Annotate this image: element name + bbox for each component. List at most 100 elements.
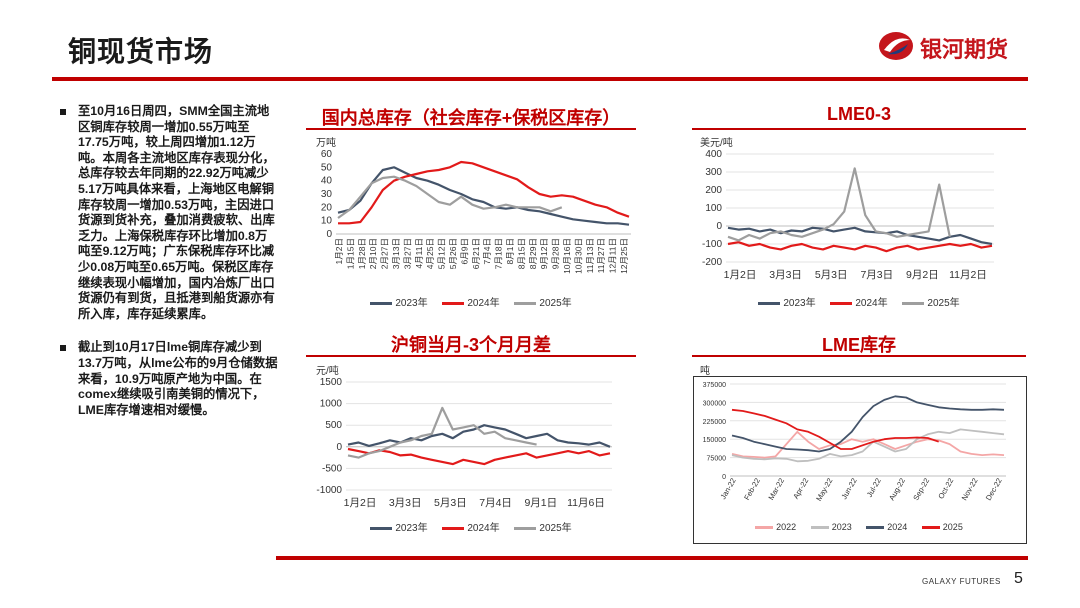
legend-item-2025: 2025年 bbox=[514, 294, 572, 309]
series-line-2025年 bbox=[347, 406, 537, 459]
page-number: 5 bbox=[1014, 570, 1023, 587]
y-tick-label: 60 bbox=[321, 149, 333, 160]
legend-swatch bbox=[830, 301, 853, 305]
galaxy-logo-icon bbox=[879, 32, 913, 60]
x-tick-label: 4月11日 bbox=[414, 238, 424, 269]
series-line-2025年 bbox=[727, 167, 951, 242]
x-tick-label: 4月25日 bbox=[425, 238, 435, 269]
y-tick-label: 100 bbox=[705, 203, 722, 214]
x-tick-label: 1月28日 bbox=[357, 238, 367, 269]
x-tick-label: 1月2日 bbox=[724, 269, 757, 281]
series-line-2023 bbox=[731, 428, 1005, 463]
x-tick-label: 6月9日 bbox=[459, 238, 469, 264]
legend-item-2025: 2025 bbox=[921, 522, 963, 532]
x-tick-label: 10月30日 bbox=[573, 238, 583, 274]
x-tick-label: 7月4日 bbox=[482, 238, 492, 264]
x-tick-label: 11月6日 bbox=[567, 497, 605, 509]
bullet-item: 截止到10月17日lme铜库存减少到13.7万吨，从lme公布的9月仓储数据来看… bbox=[56, 340, 278, 418]
x-tick-label: 7月18日 bbox=[494, 238, 504, 269]
chart-legend: 2023年 2024年 2025年 bbox=[306, 519, 636, 534]
x-tick-label: 8月1日 bbox=[505, 238, 515, 264]
x-tick-label: Sep-22 bbox=[911, 477, 931, 502]
legend-swatch bbox=[810, 526, 829, 530]
y-tick-label: 200 bbox=[705, 185, 722, 196]
y-tick-label: 1500 bbox=[320, 377, 343, 388]
x-tick-label: 10月16日 bbox=[562, 238, 572, 274]
chart-title-domestic-inventory: 国内总库存（社会库存+保税区库存） bbox=[321, 108, 621, 128]
x-tick-label: 9月1日 bbox=[524, 497, 557, 509]
chart-title-underline bbox=[692, 355, 1026, 357]
x-tick-label: Mar-22 bbox=[766, 477, 786, 502]
y-tick-label: 500 bbox=[325, 420, 342, 431]
x-tick-label: 2月27日 bbox=[380, 238, 390, 269]
legend-item-2023: 2023年 bbox=[370, 294, 428, 309]
chart-legend: 2023年 2024年 2025年 bbox=[306, 294, 636, 309]
chart-unit: 美元/吨 bbox=[700, 138, 733, 149]
y-tick-label: 0 bbox=[716, 221, 722, 232]
legend-label: 2025年 bbox=[539, 298, 572, 309]
series-line-2024年 bbox=[347, 447, 611, 466]
x-tick-label: 1月2日 bbox=[344, 497, 377, 509]
legend-swatch bbox=[902, 301, 925, 305]
y-tick-label: 10 bbox=[321, 216, 333, 227]
chart-title-underline bbox=[306, 355, 636, 357]
legend-label: 2025年 bbox=[927, 298, 960, 309]
x-tick-label: Aug-22 bbox=[887, 477, 907, 502]
x-tick-label: 5月26日 bbox=[448, 238, 458, 269]
series-line-2024年 bbox=[338, 160, 630, 225]
y-tick-label: 0 bbox=[326, 229, 332, 240]
series-line-2022 bbox=[731, 430, 1005, 459]
legend-label: 2024年 bbox=[467, 298, 500, 309]
legend-item-2023: 2023年 bbox=[370, 519, 428, 534]
legend-label: 2024 bbox=[887, 522, 908, 532]
legend-swatch bbox=[442, 301, 465, 305]
x-tick-label: 9月2日 bbox=[906, 269, 939, 281]
bullet-text: 截止到10月17日lme铜库存减少到13.7万吨，从lme公布的9月仓储数据来看… bbox=[78, 340, 278, 417]
y-tick-label: -200 bbox=[702, 257, 722, 268]
legend-label: 2024年 bbox=[855, 298, 888, 309]
legend-item-2024: 2024年 bbox=[442, 294, 500, 309]
x-tick-label: 8月15日 bbox=[516, 238, 526, 269]
legend-swatch bbox=[514, 526, 537, 530]
commentary: 至10月16日周四，SMM全国主流地区铜库存较周一增加0.55万吨至17.75万… bbox=[56, 104, 278, 436]
chart-title-underline bbox=[306, 128, 636, 130]
y-tick-label: 225000 bbox=[703, 419, 726, 426]
y-tick-label: 30 bbox=[321, 189, 333, 200]
bullet-item: 至10月16日周四，SMM全国主流地区铜库存较周一增加0.55万吨至17.75万… bbox=[56, 104, 278, 322]
x-tick-label: Dec-22 bbox=[984, 477, 1004, 502]
y-tick-label: 150000 bbox=[703, 437, 726, 444]
chart-legend: 2023年 2024年 2025年 bbox=[692, 294, 1026, 309]
legend-swatch bbox=[866, 526, 885, 530]
legend-label: 2025 bbox=[942, 522, 963, 532]
x-tick-label: 3月27日 bbox=[402, 238, 412, 269]
legend-swatch bbox=[755, 526, 774, 530]
legend-item-2024: 2024年 bbox=[830, 294, 888, 309]
legend-item-2022: 2022 bbox=[755, 522, 796, 532]
y-tick-label: 0 bbox=[336, 442, 342, 453]
legend-item-2025: 2025年 bbox=[902, 294, 960, 309]
legend-item-2024: 2024 bbox=[866, 522, 907, 532]
legend-item-2024: 2024年 bbox=[442, 519, 500, 534]
series-line-2023年 bbox=[337, 166, 630, 226]
legend-label: 2025年 bbox=[539, 523, 572, 534]
page-title: 铜现货市场 bbox=[68, 36, 214, 67]
x-tick-label: 11月13日 bbox=[585, 238, 595, 273]
x-tick-label: 5月3日 bbox=[434, 497, 467, 509]
chart-title-lme-inventory: LME库存 bbox=[822, 335, 896, 355]
legend-swatch bbox=[921, 526, 940, 530]
x-tick-label: Oct-22 bbox=[936, 477, 955, 501]
y-tick-label: 75000 bbox=[707, 456, 727, 463]
x-tick-label: 9月28日 bbox=[551, 238, 561, 269]
x-tick-label: 11月27日 bbox=[596, 238, 606, 273]
x-tick-label: 3月3日 bbox=[769, 269, 802, 281]
legend-swatch bbox=[442, 526, 465, 530]
chart-frame bbox=[693, 376, 1027, 544]
x-tick-label: 1月2日 bbox=[334, 238, 344, 264]
chart-legend: 2022 2023 2024 2025 bbox=[694, 522, 1024, 532]
brand-name: 银河期货 bbox=[920, 37, 1009, 62]
chart-unit: 吨 bbox=[700, 366, 710, 377]
y-tick-label: 300000 bbox=[703, 400, 726, 407]
